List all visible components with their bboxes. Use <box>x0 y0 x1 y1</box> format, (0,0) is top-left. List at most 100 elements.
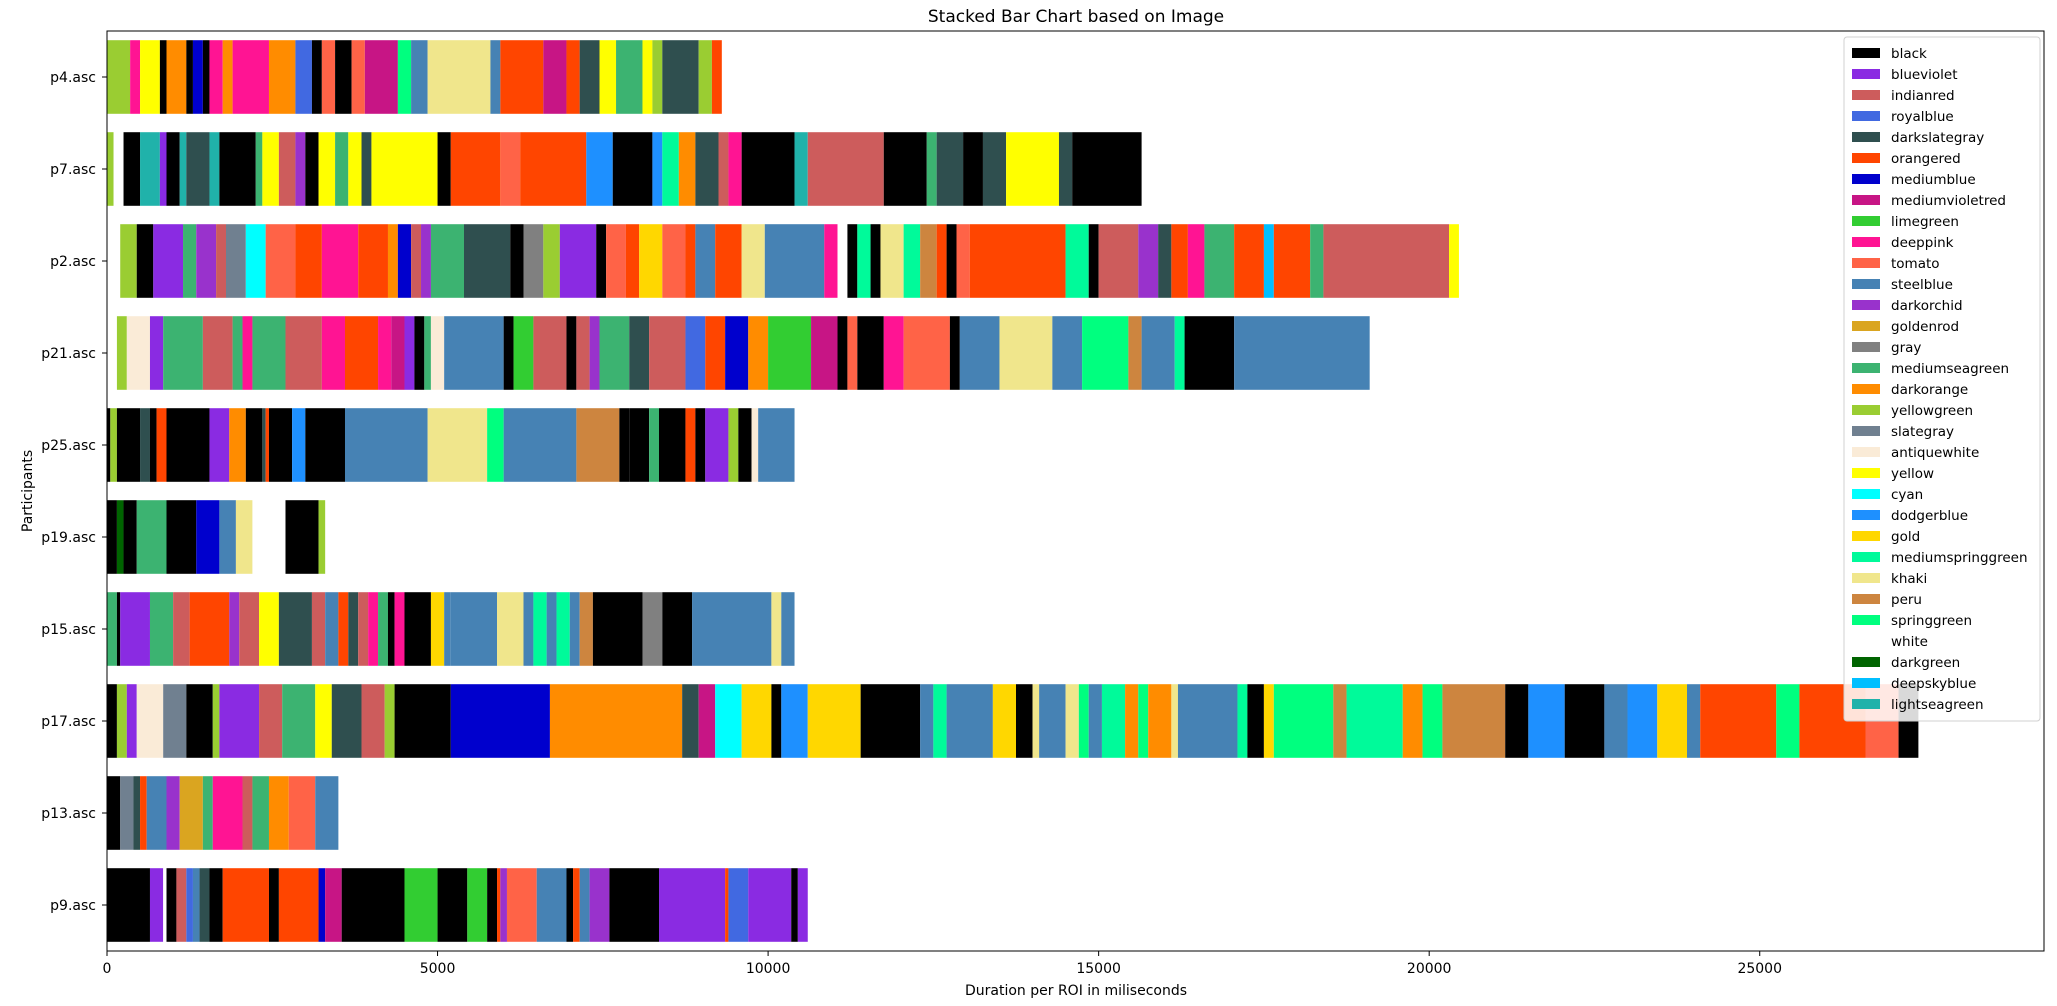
bar-segment <box>368 592 379 666</box>
legend-swatch <box>1852 153 1880 163</box>
bar-segment <box>969 224 1066 298</box>
bar-segment <box>698 684 716 758</box>
legend-label: cyan <box>1891 487 1923 503</box>
bar-segment <box>487 868 498 942</box>
bar-segment <box>497 592 524 666</box>
bar-segment <box>149 408 157 482</box>
bar-segment <box>503 408 577 482</box>
bar-segment <box>364 40 398 114</box>
bar-segment <box>685 224 696 298</box>
bar-segment <box>1065 224 1089 298</box>
bar-segment <box>358 592 369 666</box>
bar-segment <box>163 868 167 942</box>
bar-segment <box>437 132 451 206</box>
bar-segment <box>335 40 352 114</box>
bar-segment <box>728 408 739 482</box>
bar-segment <box>662 132 679 206</box>
bar-segment <box>166 40 187 114</box>
bar-segment <box>437 868 468 942</box>
bar-segment <box>1138 224 1159 298</box>
bar-segment <box>705 408 729 482</box>
bar-segment <box>450 592 498 666</box>
bar-segment <box>718 132 729 206</box>
bar-segment <box>1171 684 1178 758</box>
legend-swatch <box>1852 237 1880 247</box>
bar-segment <box>341 868 405 942</box>
bar-segment <box>807 132 884 206</box>
bar-segment <box>120 224 137 298</box>
x-tick-label: 20000 <box>1407 961 1452 977</box>
bar-segment <box>1098 224 1139 298</box>
bar-segment <box>219 500 236 574</box>
bar-segment <box>639 224 663 298</box>
bar-segment <box>140 132 160 206</box>
bar-segment <box>427 40 491 114</box>
legend-label: gray <box>1891 340 1921 356</box>
bar-segment <box>682 684 699 758</box>
legend-label: lightseagreen <box>1891 697 1984 713</box>
bar-segment <box>404 868 438 942</box>
bar-segment <box>1234 316 1370 390</box>
bar-segment <box>513 316 534 390</box>
bar-segment <box>411 40 428 114</box>
bar-segment <box>764 224 825 298</box>
bar-segment <box>642 40 653 114</box>
bar-segment <box>1177 684 1238 758</box>
bar-segment <box>331 684 362 758</box>
bar-segment <box>536 868 567 942</box>
bar-segment <box>487 408 504 482</box>
bar-segment <box>543 40 567 114</box>
bar-segment <box>771 684 782 758</box>
bar-segment <box>397 224 412 298</box>
bar-segment <box>880 224 904 298</box>
bar-segment <box>450 684 550 758</box>
bar-segment <box>920 684 934 758</box>
bar-segment <box>999 316 1053 390</box>
bar-segment <box>589 868 610 942</box>
bar-segment <box>1088 224 1099 298</box>
bar-segment <box>946 224 957 298</box>
bar-segment <box>1505 684 1529 758</box>
bar-segment <box>166 132 180 206</box>
bar-segment <box>107 868 150 942</box>
bar-segment <box>133 776 141 850</box>
bar-segment <box>625 224 640 298</box>
legend-frame <box>1843 36 2041 722</box>
bar-segment <box>321 316 345 390</box>
bar-segment <box>533 592 547 666</box>
y-tick-label: p21.asc <box>41 346 96 362</box>
bar-segment <box>781 684 808 758</box>
bar-segment <box>232 316 243 390</box>
bar-segment <box>1016 684 1033 758</box>
bar-segment <box>116 684 127 758</box>
y-tick-label: p9.asc <box>50 898 96 914</box>
bar-segment <box>963 132 983 206</box>
bar-segment <box>936 224 947 298</box>
bar-segment <box>140 776 147 850</box>
bar-segment <box>725 316 749 390</box>
bar-segment <box>549 684 683 758</box>
bar-segment <box>424 316 431 390</box>
legend-label: khaki <box>1891 571 1927 587</box>
bar-segment <box>219 132 256 206</box>
bar-segment <box>414 316 425 390</box>
bar-segment <box>1148 684 1172 758</box>
legend-swatch <box>1852 447 1880 457</box>
bar-segment <box>259 592 279 666</box>
bar-segment <box>404 592 431 666</box>
bar-segment <box>609 868 660 942</box>
legend-swatch <box>1852 384 1880 394</box>
bar-segment <box>506 868 537 942</box>
bar-segment <box>268 408 293 482</box>
bar-segment <box>959 316 1000 390</box>
legend-swatch <box>1852 615 1880 625</box>
bar-segment <box>391 316 405 390</box>
legend-swatch <box>1852 195 1880 205</box>
bar-segment <box>315 776 339 850</box>
bar-segment <box>311 40 322 114</box>
bar-segment <box>1564 684 1605 758</box>
bar-segment <box>771 592 782 666</box>
bar-segment <box>579 592 593 666</box>
bar-segment <box>259 684 283 758</box>
bar-segment <box>1052 316 1083 390</box>
